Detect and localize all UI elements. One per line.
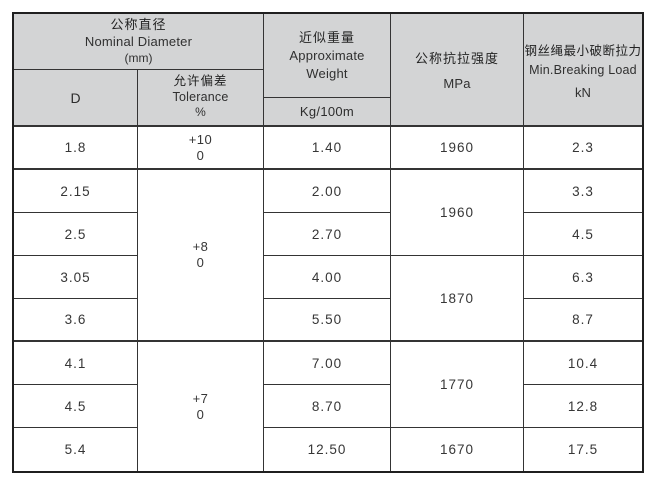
- tolerance-zh: 允许偏差: [173, 74, 228, 89]
- cell-diameter: 1.8: [14, 127, 138, 170]
- nominal-diameter-title: 公称直径 Nominal Diameter (mm): [14, 14, 263, 70]
- header-nominal-diameter: 公称直径 Nominal Diameter (mm) D 允许偏差 Tolera…: [14, 14, 264, 127]
- breaking-en: Min.Breaking Load: [529, 62, 637, 77]
- cell-strength: 1960: [391, 127, 524, 170]
- cell-breaking: 10.4: [524, 342, 642, 385]
- tolerance-plus: +8: [192, 239, 209, 254]
- table-body: 1.8 +10 0 1.40 1960 2.3 2.15 +8 0 2.00 1…: [14, 127, 642, 471]
- table-row: 3.05 4.00 1870 6.3: [14, 256, 642, 342]
- tolerance-zero: 0: [196, 147, 205, 163]
- table-row: 5.4 12.50 1670 17.5: [14, 428, 642, 471]
- header-approximate-weight: 近似重量 Approximate Weight Kg/100m: [264, 14, 391, 127]
- tolerance-plus: +7: [192, 390, 209, 406]
- cell-strength: 1670: [391, 428, 524, 471]
- cell-diameter: 3.6: [14, 299, 138, 342]
- tolerance-unit: %: [195, 105, 206, 120]
- cell-weight: 12.50: [264, 428, 391, 471]
- cell-weight: 5.50: [264, 299, 391, 342]
- cell-breaking: 12.8: [524, 385, 642, 428]
- cell-weight: 4.00: [264, 256, 391, 299]
- cell-breaking: 4.5: [524, 213, 642, 256]
- table-row: 2.5 2.70 4.5: [14, 213, 642, 256]
- strength-unit: MPa: [443, 76, 471, 91]
- weight-en: Approximate Weight: [289, 47, 365, 81]
- weight-title: 近似重量 Approximate Weight: [264, 14, 390, 98]
- header-tensile-strength: 公称抗拉强度 MPa: [391, 14, 524, 127]
- cell-tolerance: +10 0: [138, 127, 264, 170]
- header-min-breaking-load: 钢丝绳最小破断拉力 Min.Breaking Load kN: [524, 14, 642, 127]
- table-row: 4.1 +7 0 7.00 1770 10.4: [14, 342, 642, 471]
- table-row: 2.15 +8 0 2.00 1960 3.3: [14, 170, 642, 342]
- strength-zh: 公称抗拉强度: [414, 51, 499, 66]
- nominal-diameter-en: Nominal Diameter: [84, 34, 193, 49]
- cell-tolerance: +8 0: [138, 170, 264, 342]
- cell-diameter: 4.1: [14, 342, 138, 385]
- nominal-diameter-zh: 公称直径: [110, 17, 167, 32]
- cell-tolerance: +7 0: [138, 342, 264, 471]
- cell-diameter: 3.05: [14, 256, 138, 299]
- wire-rope-spec-table: 公称直径 Nominal Diameter (mm) D 允许偏差 Tolera…: [12, 12, 644, 473]
- cell-diameter: 4.5: [14, 385, 138, 428]
- table-row: 4.5 8.70 12.8: [14, 385, 642, 428]
- cell-breaking: 3.3: [524, 170, 642, 213]
- spec-table-wrap: 公称直径 Nominal Diameter (mm) D 允许偏差 Tolera…: [12, 12, 644, 473]
- cell-weight: 2.00: [264, 170, 391, 213]
- tolerance-en: Tolerance: [172, 89, 229, 104]
- cell-weight: 7.00: [264, 342, 391, 385]
- cell-weight: 2.70: [264, 213, 391, 256]
- weight-zh: 近似重量: [298, 29, 355, 45]
- cell-breaking: 2.3: [524, 127, 642, 170]
- cell-weight: 8.70: [264, 385, 391, 428]
- header-tolerance: 允许偏差 Tolerance %: [138, 70, 263, 125]
- table-row: 3.6 5.50 8.7: [14, 299, 642, 342]
- header-d: D: [14, 70, 138, 125]
- cell-diameter: 2.5: [14, 213, 138, 256]
- cell-breaking: 17.5: [524, 428, 642, 471]
- nominal-diameter-unit: (mm): [124, 51, 153, 65]
- cell-strength: 1960: [391, 170, 524, 256]
- cell-strength: 1870: [391, 256, 524, 342]
- breaking-unit: kN: [575, 84, 591, 100]
- table-row: 1.8 +10 0 1.40 1960 2.3: [14, 127, 642, 170]
- tolerance-zero: 0: [196, 255, 205, 270]
- breaking-zh: 钢丝绳最小破断拉力: [524, 43, 642, 58]
- table-header: 公称直径 Nominal Diameter (mm) D 允许偏差 Tolera…: [14, 14, 642, 127]
- cell-strength: 1770: [391, 342, 524, 428]
- cell-weight: 1.40: [264, 127, 391, 170]
- cell-breaking: 6.3: [524, 256, 642, 299]
- cell-diameter: 2.15: [14, 170, 138, 213]
- cell-breaking: 8.7: [524, 299, 642, 342]
- tolerance-plus: +10: [188, 131, 213, 147]
- weight-unit: Kg/100m: [299, 104, 355, 119]
- tolerance-zero: 0: [196, 406, 205, 422]
- cell-diameter: 5.4: [14, 428, 138, 471]
